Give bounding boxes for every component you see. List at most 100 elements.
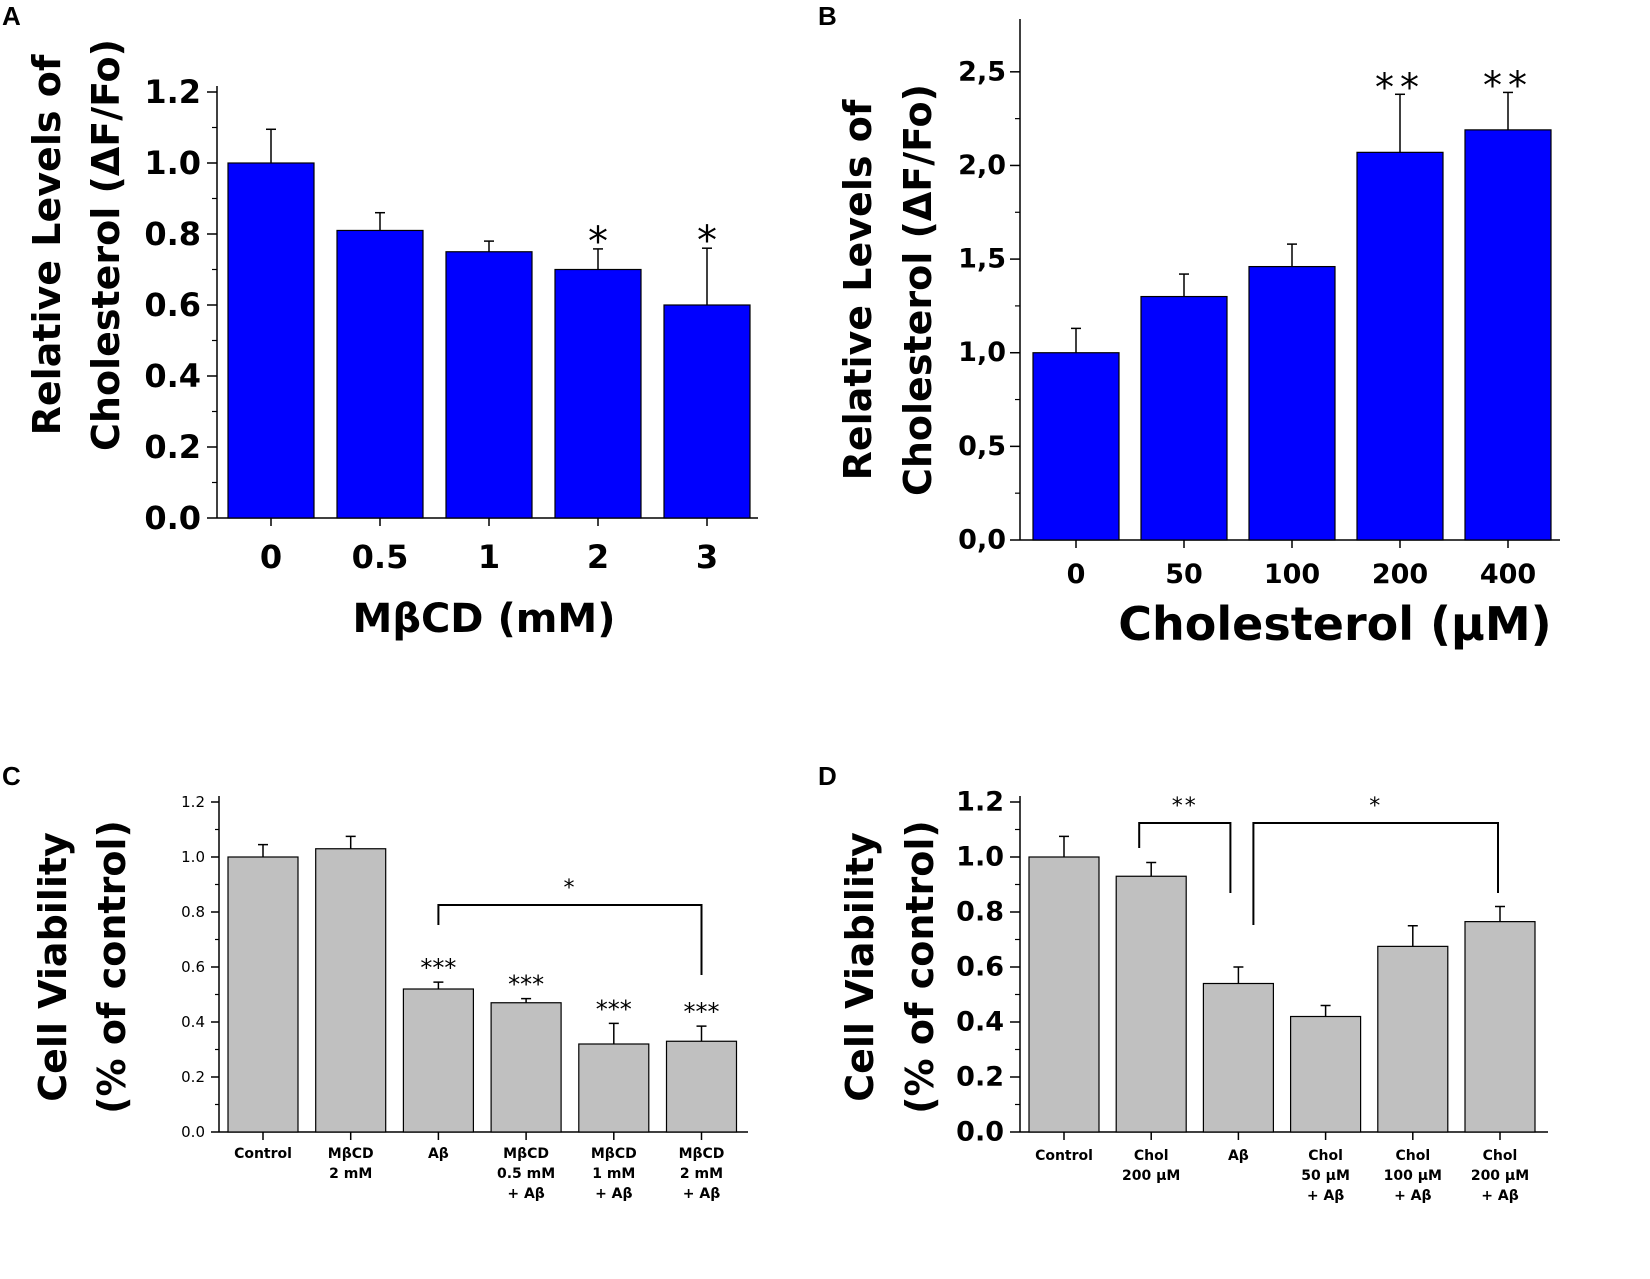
y-tick-label: 1,0 — [958, 337, 1006, 368]
x-tick-label: Chol — [1308, 1148, 1343, 1164]
significance-marker: *** — [420, 954, 456, 982]
y-tick-label: 2,0 — [958, 150, 1006, 181]
significance-marker: *** — [684, 998, 720, 1026]
y-tick-label: 0.0 — [956, 1117, 1004, 1148]
x-tick-label: 50 µM — [1301, 1168, 1350, 1184]
bar — [336, 229, 424, 519]
y-tick-label: 1.0 — [956, 842, 1004, 873]
bar — [1140, 295, 1228, 541]
x-tick-label: + Aβ — [595, 1186, 632, 1202]
x-tick-label: Chol — [1483, 1148, 1518, 1164]
y-tick-label: 0,5 — [958, 431, 1006, 462]
bracket-label: * — [1369, 794, 1382, 819]
y-tick-label: 0.2 — [956, 1062, 1004, 1093]
x-tick-label: + Aβ — [1394, 1188, 1431, 1204]
x-tick-label: 2 — [587, 538, 609, 576]
y-tick-label: 1,5 — [958, 244, 1006, 275]
x-tick-label: Control — [1035, 1148, 1093, 1164]
bar — [445, 251, 533, 519]
bar — [1356, 151, 1444, 541]
x-tick-label: 200 — [1372, 559, 1428, 590]
x-tick-label: MβCD — [503, 1146, 549, 1162]
x-tick-label: Aβ — [1228, 1148, 1249, 1164]
x-tick-label: + Aβ — [1307, 1188, 1344, 1204]
bar — [1248, 265, 1336, 541]
x-tick-label: 1 mM — [592, 1166, 635, 1182]
chart-panel-c: C 0.0 0.2 0.4 0.6 0.8 1.0 1.2 Cell Viability (% o… — [2, 761, 748, 1202]
bar — [1028, 856, 1100, 1133]
bar — [1202, 982, 1275, 1133]
y-axis-label-line1: Relative Levels of — [25, 54, 69, 435]
bar — [1464, 129, 1552, 541]
bar — [402, 988, 474, 1133]
chart-panel-b: B 0,0 0,5 1,0 1,5 2,0 2,5 Relative Levels of Cho… — [818, 1, 1560, 651]
bracket-label: * — [563, 876, 576, 901]
y-tick-label: 0.6 — [956, 952, 1004, 983]
x-tick-label: MβCD — [679, 1146, 725, 1162]
y-tick-label: 0.6 — [144, 286, 201, 324]
x-tick-label: 200 µM — [1471, 1168, 1529, 1184]
y-tick-label: 1.0 — [144, 144, 201, 182]
bar — [1115, 875, 1187, 1133]
y-axis-label-line2: Cholesterol (ΔF/Fo) — [896, 84, 940, 496]
y-tick-label: 1.2 — [144, 73, 201, 111]
x-tick-label: Chol — [1134, 1148, 1169, 1164]
x-tick-label: Control — [234, 1146, 292, 1162]
y-tick-label: 0.4 — [181, 1013, 205, 1031]
bar — [315, 848, 387, 1133]
y-tick-label: 0.8 — [956, 897, 1004, 928]
panel-letter: C — [2, 761, 21, 791]
y-tick-label: 0.8 — [144, 215, 201, 253]
y-axis-label-line1: Cell Viability — [31, 832, 75, 1102]
y-tick-label: 0.0 — [181, 1123, 205, 1141]
significance-bracket — [1252, 822, 1499, 925]
x-tick-label: 200 µM — [1122, 1168, 1180, 1184]
y-tick-label: 2,5 — [958, 56, 1006, 87]
significance-marker: ** — [1483, 63, 1533, 107]
bar — [665, 1040, 738, 1133]
y-tick-label: 0.4 — [144, 357, 201, 395]
bar — [1289, 1015, 1362, 1133]
x-tick-label: 0.5 mM — [497, 1166, 555, 1182]
y-tick-label: 0.0 — [144, 499, 201, 537]
x-tick-label: 0 — [260, 538, 282, 576]
bar — [227, 162, 315, 519]
bar — [663, 304, 751, 519]
x-tick-label: MβCD — [328, 1146, 374, 1162]
chart-panel-d: D 0.0 0.2 0.4 0.6 0.8 1.0 1.2 Cell Viability (% o… — [818, 761, 1548, 1204]
x-tick-label: 2 mM — [329, 1166, 372, 1182]
y-tick-label: 1.2 — [956, 787, 1004, 818]
chart-panel-a: A 0.0 0.2 0.4 0.6 0.8 1.0 1.2 Relative Levels of… — [2, 1, 758, 642]
y-tick-label: 0.2 — [144, 428, 201, 466]
significance-marker: *** — [508, 971, 544, 999]
x-tick-label: + Aβ — [1481, 1188, 1518, 1204]
y-axis-label-line2: (% of control) — [90, 820, 134, 1114]
x-axis-label: Cholesterol (µM) — [1118, 597, 1551, 651]
bar — [1464, 921, 1536, 1133]
x-tick-label: MβCD — [591, 1146, 637, 1162]
significance-bracket — [437, 904, 703, 975]
bar — [227, 856, 299, 1133]
significance-marker: ** — [1375, 65, 1425, 109]
x-tick-label: + Aβ — [507, 1186, 544, 1202]
x-tick-label: 100 µM — [1384, 1168, 1442, 1184]
x-tick-label: Aβ — [428, 1146, 449, 1162]
y-tick-label: 0.6 — [181, 958, 205, 976]
bar — [490, 1002, 562, 1133]
bracket-label: ** — [1172, 794, 1198, 819]
x-tick-label: 0 — [1067, 559, 1086, 590]
x-tick-label: Chol — [1395, 1148, 1430, 1164]
x-axis-label: MβCD (mM) — [353, 596, 616, 642]
y-tick-label: 0,0 — [958, 525, 1006, 556]
x-tick-label: 2 mM — [680, 1166, 723, 1182]
significance-marker: *** — [596, 995, 632, 1023]
y-tick-label: 1.2 — [181, 793, 205, 811]
x-tick-label: 400 — [1480, 559, 1536, 590]
x-tick-label: 1 — [478, 538, 500, 576]
y-tick-label: 0.8 — [181, 903, 205, 921]
significance-bracket — [1138, 822, 1232, 893]
y-axis-label-line2: Cholesterol (ΔF/Fo) — [84, 39, 128, 451]
panel-letter: A — [2, 1, 21, 31]
bar — [1032, 352, 1120, 541]
